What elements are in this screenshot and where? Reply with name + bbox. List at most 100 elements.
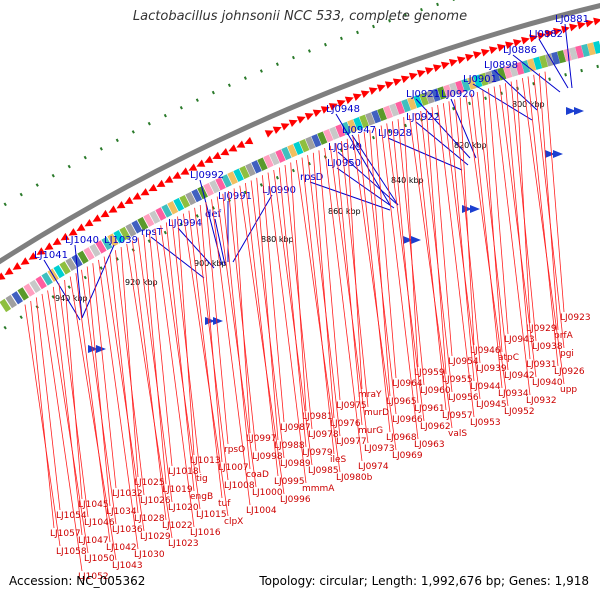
scale-tick bbox=[163, 230, 167, 235]
lower-leader-line bbox=[188, 210, 223, 499]
scale-tick bbox=[179, 222, 183, 226]
feature-block bbox=[299, 139, 310, 153]
lower-gene-label: LJ1028 bbox=[134, 514, 165, 524]
feature-block bbox=[167, 201, 179, 215]
feature-block bbox=[353, 116, 364, 131]
lower-gene-label: LJ0963 bbox=[414, 440, 445, 450]
feature-block bbox=[545, 53, 555, 67]
gene-arrow bbox=[108, 205, 118, 213]
upper-gene-label: LJ0928 bbox=[378, 128, 412, 139]
lower-leader-line bbox=[47, 290, 89, 554]
scale-tick bbox=[179, 105, 183, 110]
lower-gene-label: LJ0969 bbox=[392, 451, 423, 461]
gene-arrow bbox=[352, 93, 362, 101]
lower-gene-label: LJ0960 bbox=[420, 386, 451, 396]
feature-block bbox=[551, 51, 561, 65]
lower-gene-label: LJ1030 bbox=[134, 550, 165, 560]
scale-tick bbox=[323, 42, 327, 47]
lower-leader-line bbox=[465, 95, 509, 407]
lower-leader-line bbox=[216, 196, 257, 488]
lower-gene-label: LJ0939 bbox=[476, 364, 507, 374]
scale-label: 800 kbp bbox=[512, 100, 545, 109]
upper-leader-line bbox=[336, 167, 395, 209]
lower-gene-label: LJ0929 bbox=[526, 324, 557, 334]
lower-leader-line bbox=[120, 246, 139, 478]
strand-marker bbox=[545, 150, 563, 158]
lower-leader-line bbox=[228, 191, 257, 452]
feature-block bbox=[401, 98, 411, 113]
feature-block bbox=[593, 40, 600, 54]
feature-block bbox=[185, 191, 197, 206]
gene-arrow bbox=[264, 130, 274, 138]
lower-leader-line bbox=[278, 167, 307, 448]
feature-block bbox=[11, 291, 24, 305]
gene-arrow bbox=[424, 67, 434, 75]
lower-gene-label: mmmA bbox=[302, 484, 335, 494]
scale-label: 860 kbp bbox=[328, 207, 361, 216]
lower-gene-label: LJ0976 bbox=[330, 419, 361, 429]
lower-leader-line bbox=[386, 123, 425, 422]
lower-gene-label: LJ0996 bbox=[280, 495, 311, 505]
lower-leader-line bbox=[58, 283, 89, 518]
lower-gene-label: LJ0980b bbox=[336, 473, 373, 483]
lower-gene-label: LJ0975 bbox=[336, 401, 367, 411]
upper-leader-line bbox=[493, 69, 538, 111]
gene-arrow bbox=[244, 136, 254, 145]
lower-gene-label: mraY bbox=[358, 390, 382, 400]
gene-arrow bbox=[68, 228, 78, 236]
lower-leader-line bbox=[392, 121, 419, 404]
lower-leader-line bbox=[194, 207, 229, 481]
lower-leader-line bbox=[126, 243, 173, 539]
lower-gene-label: LJ0953 bbox=[470, 418, 501, 428]
scale-tick bbox=[35, 183, 39, 187]
gene-arrow bbox=[92, 214, 102, 222]
scale-tick bbox=[51, 295, 55, 299]
scale-tick bbox=[387, 129, 391, 134]
lower-gene-label: LJ1023 bbox=[168, 539, 199, 549]
scale-tick bbox=[404, 13, 407, 17]
lower-leader-line bbox=[211, 199, 251, 506]
lower-leader-line bbox=[375, 127, 397, 379]
scale-tick bbox=[259, 183, 263, 187]
lower-leader-line bbox=[335, 143, 363, 426]
scale-tick bbox=[548, 77, 551, 81]
lower-gene-label: LJ0979 bbox=[302, 448, 333, 458]
feature-block bbox=[575, 45, 584, 59]
scale-tick bbox=[147, 239, 151, 243]
lower-gene-label: LJ1000 bbox=[252, 488, 283, 498]
scale-tick bbox=[420, 7, 423, 12]
lower-leader-line bbox=[544, 71, 565, 313]
scale-tick bbox=[500, 91, 503, 95]
lower-leader-line bbox=[329, 145, 369, 444]
scale-tick bbox=[275, 62, 279, 66]
feature-block bbox=[95, 240, 107, 254]
lower-gene-label: LJ1042 bbox=[106, 543, 137, 553]
feature-block bbox=[53, 264, 65, 279]
feature-block bbox=[17, 287, 29, 301]
scale-tick bbox=[51, 173, 55, 178]
gene-arrow bbox=[408, 72, 418, 81]
lower-leader-line bbox=[442, 103, 481, 400]
lower-leader-line bbox=[256, 177, 279, 441]
feature-block bbox=[479, 72, 489, 86]
feature-block bbox=[491, 69, 501, 83]
scale-tick bbox=[211, 206, 215, 210]
feature-block bbox=[305, 136, 316, 150]
feature-block bbox=[41, 272, 53, 286]
lower-leader-line bbox=[115, 250, 145, 496]
lower-gene-label: LJ0942 bbox=[504, 371, 535, 381]
feature-block bbox=[533, 56, 543, 70]
lower-gene-label: LJ0985 bbox=[308, 466, 339, 476]
lower-gene-label: LJ1045 bbox=[78, 500, 109, 510]
scale-tick bbox=[195, 214, 199, 218]
scale-tick bbox=[195, 98, 199, 102]
lower-leader-line bbox=[52, 286, 83, 536]
lower-leader-line bbox=[222, 193, 251, 470]
scale-tick bbox=[596, 64, 599, 69]
lower-leader-line bbox=[527, 76, 559, 367]
lower-leader-line bbox=[160, 225, 201, 510]
lower-leader-line bbox=[233, 188, 251, 434]
feature-block bbox=[59, 261, 71, 275]
gene-arrow bbox=[84, 218, 94, 227]
lower-gene-label: LJ1046 bbox=[84, 518, 115, 528]
